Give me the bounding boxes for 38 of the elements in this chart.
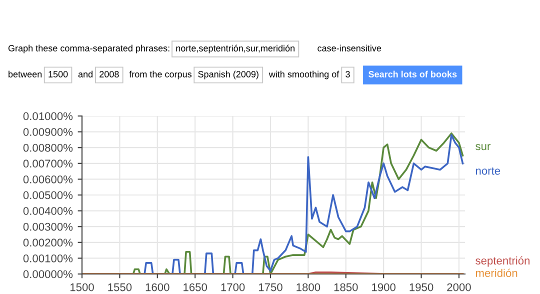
y-tick-label: 0.00100% xyxy=(23,254,73,262)
x-tick-label: 1550 xyxy=(108,283,132,292)
text: 1500 xyxy=(48,71,68,78)
series-label: norte xyxy=(476,167,500,175)
text: Spanish (2009) xyxy=(198,70,258,80)
y-tick-label: 0.00200% xyxy=(23,238,73,247)
series-label: septentrión xyxy=(476,256,530,267)
x-tick-label: 1900 xyxy=(372,283,396,292)
x-tick-label: 2000 xyxy=(447,283,471,292)
text: 3 xyxy=(346,71,350,78)
y-tick-label: 0.00900% xyxy=(23,128,73,136)
y-tick-label: 0.00500% xyxy=(23,191,73,200)
text: norte,septentrión,sur,meridión xyxy=(176,44,294,54)
x-tick-label: 1600 xyxy=(146,283,170,292)
x-tick-label: 1500 xyxy=(70,283,94,292)
text: and xyxy=(78,70,92,78)
y-tick-label: 0.00000% xyxy=(23,270,73,278)
y-tick-label: 0.00800% xyxy=(23,144,73,152)
y-tick-label: 0.00600% xyxy=(23,175,73,184)
x-tick-label: 1850 xyxy=(334,283,358,292)
text: between xyxy=(8,70,42,78)
y-tick-label: 0.00700% xyxy=(23,160,73,168)
x-tick-label: 1750 xyxy=(258,283,282,292)
text: with smoothing of xyxy=(268,70,340,80)
x-tick-label: 1800 xyxy=(296,283,320,292)
y-tick-label: 0.01000% xyxy=(23,112,73,120)
text: Search lots of books xyxy=(368,70,457,78)
y-tick-label: 0.00300% xyxy=(23,222,73,231)
x-tick-label: 1950 xyxy=(410,283,434,292)
y-tick-label: 0.00400% xyxy=(23,207,73,215)
text: Graph these comma-separated phrases: xyxy=(8,44,170,54)
text: from the corpus xyxy=(129,70,192,80)
x-tick-label: 1700 xyxy=(221,283,245,292)
x-tick-label: 1650 xyxy=(184,283,208,292)
text: 2008 xyxy=(100,71,119,78)
text: case-insensitive xyxy=(318,44,382,52)
series-label: sur xyxy=(476,144,490,150)
series-label: meridión xyxy=(476,268,518,277)
